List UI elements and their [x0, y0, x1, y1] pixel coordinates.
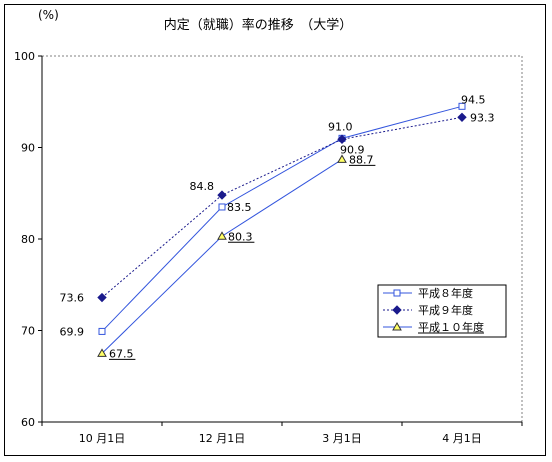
series-line-1: 69.9 83.5 91.0 94.5	[60, 93, 486, 338]
x-tick-label: 12 月1日	[199, 432, 246, 445]
legend-marker	[392, 305, 402, 315]
y-axis-ticks: 60 70 80 90 100	[14, 50, 42, 429]
data-label: 80.3	[228, 230, 253, 243]
x-axis-ticks: 10 月1日 12 月1日 3 月1日 4 月1日	[41, 422, 523, 445]
y-tick-label: 100	[14, 50, 35, 63]
x-tick-label: 4 月1日	[442, 432, 482, 445]
data-label: 94.5	[461, 93, 486, 106]
data-point	[98, 327, 106, 335]
data-label: 67.5	[109, 347, 134, 360]
data-label: 69.9	[60, 325, 85, 338]
chart-title: 内定（就職）率の推移 （大学）	[164, 17, 353, 33]
y-tick-label: 70	[21, 325, 35, 338]
data-point	[217, 190, 227, 200]
data-point	[97, 348, 107, 357]
legend-marker	[393, 289, 401, 297]
legend-label: 平成９年度	[418, 303, 473, 317]
y-tick-label: 60	[21, 416, 35, 429]
data-point	[458, 102, 466, 110]
data-label: 91.0	[328, 120, 353, 133]
data-label: 93.3	[470, 111, 495, 124]
data-label: 83.5	[227, 201, 252, 214]
y-tick-label: 80	[21, 233, 35, 246]
data-point	[337, 134, 347, 144]
plot-area	[41, 55, 523, 423]
data-point	[218, 203, 226, 211]
data-point	[217, 231, 227, 240]
legend-label: 平成１０年度	[418, 320, 484, 334]
y-tick-label: 90	[21, 142, 35, 155]
y-axis-unit-label: (%)	[38, 8, 59, 22]
legend-label: 平成８年度	[418, 286, 473, 300]
data-point	[97, 292, 107, 303]
data-point	[337, 154, 347, 163]
data-label: 73.6	[60, 292, 85, 305]
series-layer: 69.9 83.5 91.0 94.5 73.6 84.8 90.9 93.3 67.5 80.3…	[60, 93, 495, 360]
legend-marker	[392, 321, 402, 331]
data-label: 88.7	[349, 153, 374, 166]
data-label: 84.8	[190, 180, 215, 193]
x-tick-label: 3 月1日	[322, 432, 362, 445]
x-tick-label: 10 月1日	[79, 432, 126, 445]
data-point	[457, 112, 467, 123]
data-label: 90.9	[340, 143, 365, 156]
series-line-2: 73.6 84.8 90.9 93.3	[60, 111, 495, 304]
series-line-3: 67.5 80.3 88.7	[97, 153, 376, 360]
series-path	[101, 105, 463, 332]
